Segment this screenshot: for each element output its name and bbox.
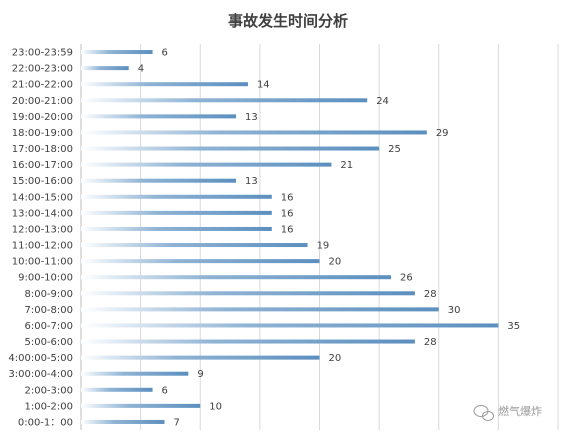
data-label: 16 — [281, 208, 294, 219]
bar — [81, 387, 153, 392]
bar — [81, 114, 237, 119]
bar — [81, 226, 272, 231]
category-label: 2:00-3:00 — [24, 385, 73, 396]
bars — [81, 50, 499, 424]
category-label: 7:00-8:00 — [24, 305, 73, 316]
bar — [81, 259, 320, 264]
data-label: 13 — [245, 112, 258, 123]
bar — [81, 419, 165, 424]
data-label: 21 — [340, 160, 353, 171]
category-label: 14:00-15:00 — [12, 192, 73, 203]
bar — [81, 291, 415, 296]
data-label: 14 — [257, 80, 270, 91]
category-label: 0:00-1：00 — [18, 417, 73, 428]
category-label: 6:00-7:00 — [24, 321, 73, 332]
category-label: 20:00-21:00 — [12, 96, 73, 107]
category-label: 5:00-6:00 — [24, 337, 73, 348]
category-label: 10:00-11:00 — [12, 257, 73, 268]
category-label: 11:00-12:00 — [12, 241, 73, 252]
category-label: 15:00-16:00 — [12, 176, 73, 187]
data-label: 29 — [436, 128, 449, 139]
data-label: 13 — [245, 176, 258, 187]
data-label: 16 — [281, 224, 294, 235]
bar — [81, 371, 189, 376]
bar — [81, 210, 272, 215]
category-label: 9:00-10:00 — [18, 273, 73, 284]
data-label: 6 — [162, 385, 168, 396]
bar — [81, 243, 308, 248]
category-label: 8:00-9:00 — [24, 289, 73, 300]
category-label: 16:00-17:00 — [12, 160, 73, 171]
wechat-icon — [473, 405, 494, 421]
category-label: 1:00-2:00 — [24, 401, 73, 412]
data-label: 7 — [173, 417, 179, 428]
category-labels: 23:00-23:59 22:00-23:00 21:00-22:00 20:00-2… — [8, 48, 73, 429]
bar — [81, 339, 415, 344]
category-label: 19:00-20:00 — [12, 112, 73, 123]
category-label: 21:00-22:00 — [12, 80, 73, 91]
bar — [81, 355, 320, 360]
bar — [81, 82, 248, 87]
value-labels: 6 4 14 24 13 29 25 21 13 16 16 16 19 20 26 28 30 35 28 20 9 6… — [138, 48, 520, 429]
data-label: 20 — [329, 353, 342, 364]
data-label: 10 — [209, 401, 222, 412]
chart-title: 事故发生时间分析 — [228, 12, 348, 30]
bar — [81, 162, 332, 167]
category-label: 12:00-13:00 — [12, 224, 73, 235]
bar — [81, 50, 153, 55]
data-label: 9 — [197, 369, 203, 380]
category-label: 22:00-23:00 — [12, 64, 73, 75]
data-label: 20 — [329, 257, 342, 268]
category-label: 18:00-19:00 — [12, 128, 73, 139]
category-label: 23:00-23:59 — [12, 48, 73, 59]
category-label: 4:00:00-5:00 — [8, 353, 73, 364]
data-label: 6 — [162, 48, 168, 59]
data-label: 26 — [400, 273, 413, 284]
data-label: 24 — [376, 96, 389, 107]
data-label: 30 — [448, 305, 461, 316]
bar — [81, 403, 201, 408]
bar — [81, 178, 237, 183]
bar — [81, 98, 368, 103]
bar — [81, 307, 439, 312]
category-label: 3:00:00-4:00 — [8, 369, 73, 380]
bar — [81, 275, 392, 280]
grid-lines — [80, 44, 559, 430]
watermark-text: 燃气爆炸 — [498, 404, 542, 418]
watermark: 燃气爆炸 — [473, 404, 542, 421]
bar — [81, 194, 272, 199]
bar — [81, 130, 427, 135]
bar — [81, 323, 499, 328]
category-label: 13:00-14:00 — [12, 208, 73, 219]
bar — [81, 66, 129, 71]
data-label: 35 — [507, 321, 520, 332]
data-label: 25 — [388, 144, 401, 155]
data-label: 16 — [281, 192, 294, 203]
bar — [81, 146, 380, 151]
data-label: 4 — [138, 64, 144, 75]
data-label: 19 — [317, 241, 330, 252]
data-label: 28 — [424, 337, 437, 348]
data-label: 28 — [424, 289, 437, 300]
category-label: 17:00-18:00 — [12, 144, 73, 155]
